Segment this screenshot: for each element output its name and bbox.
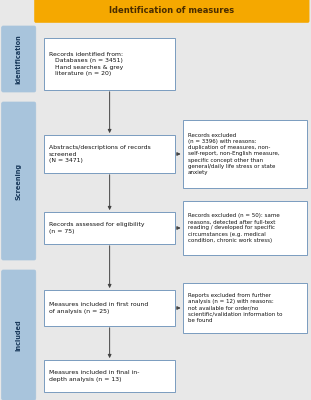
FancyBboxPatch shape <box>44 212 175 244</box>
Text: Measures included in final in-
depth analysis (n = 13): Measures included in final in- depth ana… <box>49 370 140 382</box>
FancyBboxPatch shape <box>44 38 175 90</box>
Text: Identification of measures: Identification of measures <box>109 6 234 15</box>
FancyBboxPatch shape <box>44 135 175 173</box>
Text: Measures included in first round
of analysis (n = 25): Measures included in first round of anal… <box>49 302 148 314</box>
FancyBboxPatch shape <box>2 102 36 260</box>
Text: Screening: Screening <box>16 162 22 200</box>
Text: Identification: Identification <box>16 34 22 84</box>
FancyBboxPatch shape <box>2 26 36 92</box>
FancyBboxPatch shape <box>183 201 307 255</box>
FancyBboxPatch shape <box>2 270 36 400</box>
FancyBboxPatch shape <box>44 360 175 392</box>
Text: Abstracts/descriptions of records
screened
(N = 3471): Abstracts/descriptions of records screen… <box>49 145 151 163</box>
Text: Records excluded (n = 50): same
reasons, detected after full-text
reading / deve: Records excluded (n = 50): same reasons,… <box>188 213 279 243</box>
Text: Records identified from:
   Databases (n = 3451)
   Hand searches & grey
   lite: Records identified from: Databases (n = … <box>49 52 123 76</box>
Text: Records assessed for eligibility
(n = 75): Records assessed for eligibility (n = 75… <box>49 222 145 234</box>
Text: Reports excluded from further
analysis (n = 12) with reasons:
not available for : Reports excluded from further analysis (… <box>188 293 282 323</box>
FancyBboxPatch shape <box>34 0 309 23</box>
Text: Included: Included <box>16 319 22 351</box>
FancyBboxPatch shape <box>183 120 307 188</box>
FancyBboxPatch shape <box>183 283 307 333</box>
FancyBboxPatch shape <box>44 290 175 326</box>
Text: Records excluded
(n = 3396) with reasons:
duplication of measures, non-
self-rep: Records excluded (n = 3396) with reasons… <box>188 133 279 175</box>
